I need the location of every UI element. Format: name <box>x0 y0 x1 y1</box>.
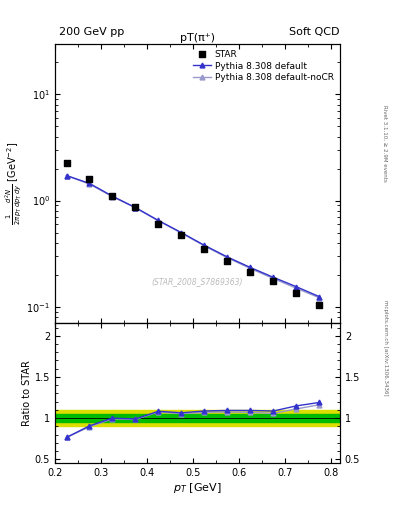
Line: Pythia 8.308 default-noCR: Pythia 8.308 default-noCR <box>64 173 322 300</box>
Bar <box>55 410 340 426</box>
STAR <box>132 203 139 211</box>
Pythia 8.308 default <box>156 218 161 224</box>
Y-axis label: $\frac{1}{2\pi\,p_T}\frac{d^2N}{dp_T\,dy}$ [GeV$^{-2}$]: $\frac{1}{2\pi\,p_T}\frac{d^2N}{dp_T\,dy… <box>3 142 24 225</box>
STAR <box>270 277 276 285</box>
Pythia 8.308 default <box>317 293 321 300</box>
Text: Rivet 3.1.10, ≥ 2.9M events: Rivet 3.1.10, ≥ 2.9M events <box>383 105 387 182</box>
Pythia 8.308 default <box>110 193 115 199</box>
Text: mcplots.cern.ch [arXiv:1306.3436]: mcplots.cern.ch [arXiv:1306.3436] <box>383 301 387 396</box>
Pythia 8.308 default-noCR <box>179 230 184 236</box>
Pythia 8.308 default-noCR <box>225 254 230 261</box>
X-axis label: $p_T$ [GeV]: $p_T$ [GeV] <box>173 481 222 495</box>
Pythia 8.308 default <box>179 229 184 236</box>
Pythia 8.308 default <box>133 204 138 210</box>
STAR <box>293 289 299 297</box>
STAR <box>201 245 208 253</box>
Legend: STAR, Pythia 8.308 default, Pythia 8.308 default-noCR: STAR, Pythia 8.308 default, Pythia 8.308… <box>191 48 336 84</box>
Pythia 8.308 default-noCR <box>248 265 253 271</box>
Text: (STAR_2008_S7869363): (STAR_2008_S7869363) <box>152 277 243 286</box>
Pythia 8.308 default <box>64 173 69 179</box>
Pythia 8.308 default-noCR <box>87 181 92 187</box>
Line: Pythia 8.308 default: Pythia 8.308 default <box>64 173 322 299</box>
STAR <box>224 257 231 265</box>
Pythia 8.308 default-noCR <box>110 194 115 200</box>
Pythia 8.308 default <box>87 180 92 186</box>
STAR <box>86 175 93 183</box>
Pythia 8.308 default-noCR <box>294 285 299 291</box>
STAR <box>247 267 253 275</box>
Pythia 8.308 default <box>271 274 275 281</box>
Pythia 8.308 default-noCR <box>133 205 138 211</box>
Bar <box>55 414 340 422</box>
Pythia 8.308 default-noCR <box>271 275 275 282</box>
Text: 200 GeV pp: 200 GeV pp <box>59 27 124 37</box>
STAR <box>155 220 162 228</box>
Text: Soft QCD: Soft QCD <box>289 27 340 37</box>
Title: pT(π⁺): pT(π⁺) <box>180 33 215 42</box>
STAR <box>178 231 185 240</box>
STAR <box>109 192 116 200</box>
Pythia 8.308 default-noCR <box>156 218 161 224</box>
STAR <box>316 301 322 309</box>
STAR <box>63 159 70 167</box>
Pythia 8.308 default <box>225 254 230 260</box>
Pythia 8.308 default-noCR <box>317 295 321 301</box>
Pythia 8.308 default-noCR <box>64 173 69 179</box>
Pythia 8.308 default-noCR <box>202 243 207 249</box>
Pythia 8.308 default <box>248 264 253 270</box>
Y-axis label: Ratio to STAR: Ratio to STAR <box>22 360 32 426</box>
Pythia 8.308 default <box>202 242 207 248</box>
Pythia 8.308 default <box>294 284 299 290</box>
